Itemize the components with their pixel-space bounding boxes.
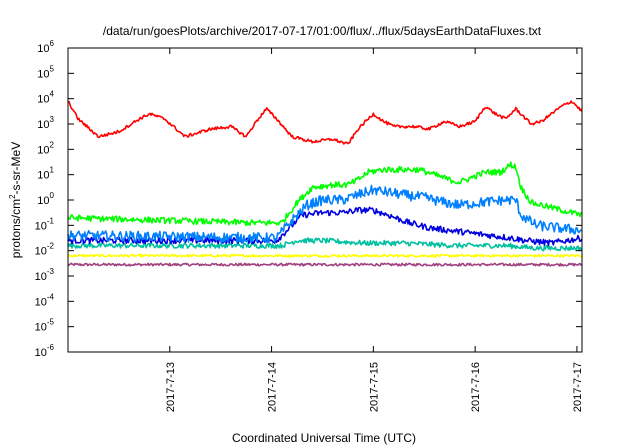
series-line (67, 184, 583, 244)
y-axis-label-main: protons/cm (9, 199, 23, 258)
x-axis: 2017-7-13 2017-7-14 2017-7-15 2017-7-16 2017… (165, 48, 584, 412)
y-tick-label: 104 (37, 90, 54, 106)
series-line (67, 237, 583, 252)
y-tick-base: 10 (37, 94, 49, 106)
y-tick-exp: 4 (50, 90, 55, 99)
y-tick-exp: 5 (50, 64, 55, 73)
y-tick-exp: 6 (50, 39, 55, 48)
y-tick-label: 10-3 (35, 267, 55, 283)
y-tick-base: 10 (37, 144, 49, 156)
series-line (67, 100, 583, 145)
y-tick-base: 10 (37, 68, 49, 80)
series-line (67, 161, 582, 227)
y-tick-base: 10 (35, 296, 47, 308)
y-tick-exp: -4 (47, 292, 55, 301)
x-tick-label: 2017-7-17 (572, 362, 584, 412)
y-tick-label: 10-1 (35, 216, 55, 232)
y-tick-label: 102 (37, 140, 54, 156)
y-tick-exp: -1 (47, 216, 55, 225)
y-tick-exp: -5 (47, 318, 55, 327)
y-axis: 10-610-510-410-310-210-11001011021031041… (35, 39, 582, 359)
y-tick-exp: 0 (50, 191, 55, 200)
y-tick-base: 10 (37, 119, 49, 131)
y-axis-label-sup: 2 (8, 194, 17, 199)
y-tick-base: 10 (37, 170, 49, 182)
series-group (67, 100, 583, 267)
y-tick-exp: 3 (50, 115, 55, 124)
series-line (67, 206, 583, 247)
chart-title: /data/run/goesPlots/archive/2017-07-17/0… (103, 24, 542, 38)
series-line (67, 253, 583, 258)
y-tick-exp: 2 (50, 140, 55, 149)
y-tick-label: 106 (37, 39, 54, 55)
y-tick-label: 10-2 (35, 242, 55, 258)
y-tick-exp: -2 (47, 242, 55, 251)
y-tick-base: 10 (37, 43, 49, 55)
y-tick-label: 103 (37, 115, 54, 131)
y-tick-label: 10-6 (35, 343, 55, 359)
series-line (67, 262, 583, 267)
y-tick-label: 100 (37, 191, 54, 207)
x-tick-label: 2017-7-16 (470, 362, 482, 412)
y-tick-exp: -6 (47, 343, 55, 352)
y-tick-exp: 1 (50, 166, 55, 175)
y-tick-base: 10 (37, 195, 49, 207)
y-tick-base: 10 (35, 271, 47, 283)
y-tick-base: 10 (35, 246, 47, 258)
y-tick-base: 10 (35, 220, 47, 232)
y-tick-label: 105 (37, 64, 54, 80)
x-tick-label: 2017-7-13 (165, 362, 177, 412)
x-tick-label: 2017-7-15 (368, 362, 380, 412)
y-tick-exp: -3 (47, 267, 55, 276)
y-tick-label: 10-5 (35, 318, 55, 334)
x-axis-label: Coordinated Universal Time (UTC) (232, 431, 416, 445)
y-axis-label-rest: -s-sr-MeV (9, 142, 23, 195)
x-tick-label: 2017-7-14 (267, 362, 279, 412)
y-tick-label: 10-4 (35, 292, 55, 308)
y-tick-label: 101 (37, 166, 54, 182)
y-tick-base: 10 (35, 322, 47, 334)
y-tick-base: 10 (35, 347, 47, 359)
y-axis-label: protons/cm2-s-sr-MeV (8, 142, 23, 258)
